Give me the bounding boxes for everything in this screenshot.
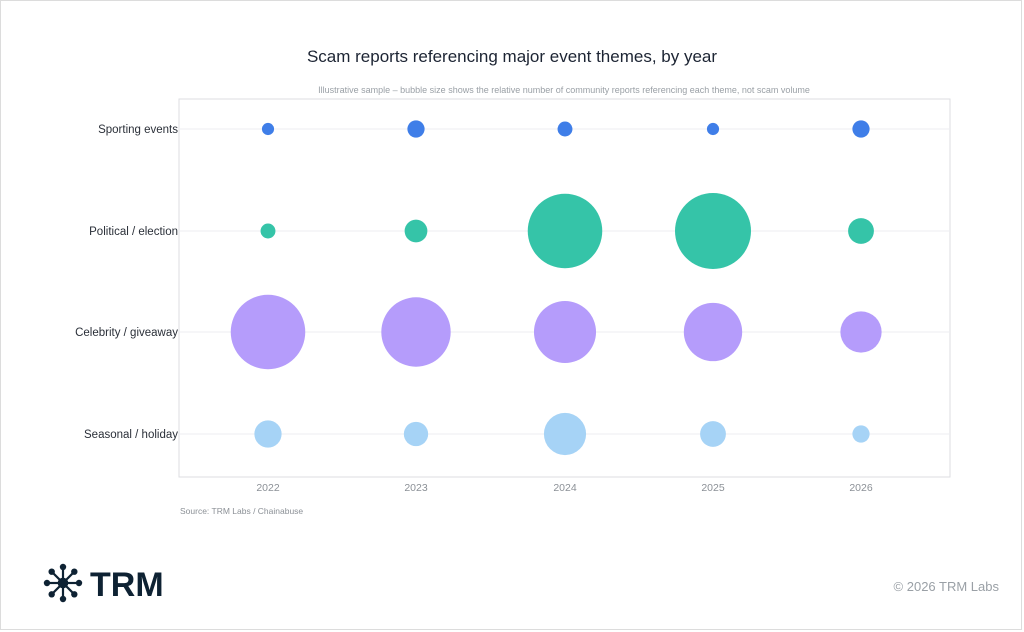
y-tick-label: Seasonal / holiday [84, 429, 178, 441]
network-node-icon [43, 563, 83, 603]
brand-name: TRM [90, 566, 164, 604]
icon-node [59, 595, 67, 603]
chart-title: Scam reports referencing major event the… [307, 47, 717, 66]
bubble [683, 302, 743, 362]
x-tick-label: 2024 [553, 482, 577, 494]
bubble [700, 421, 726, 447]
icon-node [75, 579, 83, 587]
bubble [557, 121, 573, 137]
bubbles [230, 120, 882, 456]
bubble [230, 294, 306, 370]
x-axis-labels: 2022 2023 2024 2025 2026 [256, 482, 873, 494]
icon-node [48, 568, 55, 575]
x-tick-label: 2022 [256, 482, 280, 494]
bubble [403, 421, 429, 447]
bubble [848, 218, 874, 244]
bubble [381, 297, 451, 367]
bubble [254, 420, 282, 448]
bubble [675, 193, 751, 269]
y-tick-label: Political / election [89, 226, 178, 238]
bubble [852, 425, 870, 443]
bubble [852, 120, 870, 138]
icon-node [59, 563, 67, 571]
icon-node [71, 568, 78, 575]
chart-subtitle: Illustrative sample – bubble size shows … [318, 85, 810, 95]
bubble [706, 122, 720, 136]
icon-node [43, 579, 51, 587]
icon-node [71, 591, 78, 598]
bubble [404, 219, 428, 243]
bubble [840, 311, 882, 353]
x-tick-label: 2025 [701, 482, 725, 494]
icon-node [48, 591, 55, 598]
y-tick-label: Celebrity / giveaway [75, 327, 178, 339]
x-tick-label: 2023 [404, 482, 428, 494]
bubble [261, 122, 275, 136]
bubble [533, 300, 597, 364]
bubble [260, 223, 276, 239]
y-tick-label: Sporting events [98, 124, 178, 136]
bubble [527, 193, 603, 269]
brand-logo: TRM [43, 563, 164, 604]
bubble [543, 412, 587, 456]
source-note: Source: TRM Labs / Chainabuse [180, 506, 303, 516]
x-tick-label: 2026 [849, 482, 873, 494]
copyright: © 2026 TRM Labs [894, 579, 1000, 594]
bubble [407, 120, 425, 138]
y-axis-labels: Sporting events Political / election Celeb… [75, 124, 178, 441]
